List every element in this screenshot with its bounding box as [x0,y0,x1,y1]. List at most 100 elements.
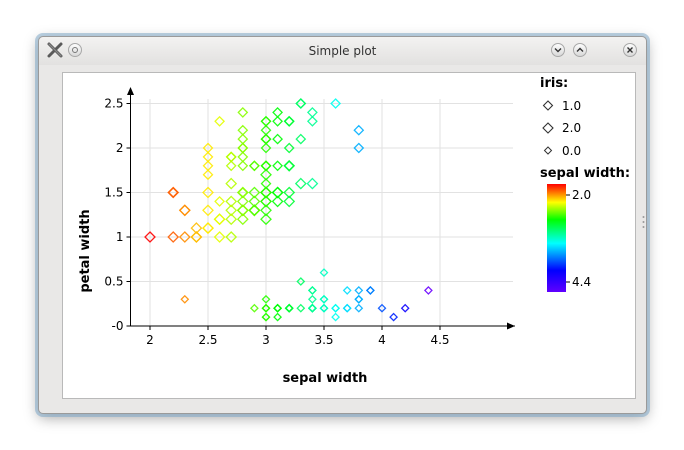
circle-menu-icon [72,47,78,53]
data-point [306,106,318,118]
data-point [353,124,365,136]
data-point [261,312,271,322]
data-point [260,186,272,199]
data-point [307,303,317,313]
data-point [202,169,214,181]
x-app-icon[interactable] [46,41,64,59]
data-point [294,177,307,190]
data-point [236,195,249,208]
plot-canvas[interactable]: 2 2.5 3 3.5 4 4.5 -0 0.5 1 1.5 2 2.5 sepal width pe… [62,72,636,399]
data-point [284,303,294,313]
data-point [260,213,272,226]
data-point [272,115,284,127]
data-point [307,303,317,313]
maximize-button[interactable] [573,43,587,57]
data-point [260,195,272,208]
data-point [261,303,271,313]
data-point [284,303,294,313]
data-point [167,231,180,243]
data-point [225,195,238,208]
data-point [260,115,272,127]
data-point [167,187,179,198]
data-point [330,98,342,109]
data-point [248,204,261,217]
data-point [180,294,190,304]
data-point [237,106,249,118]
y-tick-label: 2.5 [104,97,123,111]
y-axis-label: petal width [78,209,93,292]
data-point [260,160,272,172]
data-point [214,195,226,207]
legend-diamond-3 [543,146,553,155]
data-point [283,115,295,127]
data-point [331,312,341,322]
legend-diamond-2 [542,122,554,134]
window-title: Simple plot [308,44,377,58]
data-point [342,285,352,295]
data-point [319,268,329,278]
resize-grip[interactable] [642,215,645,229]
color-bar-max-label: 4.4 [572,275,591,289]
data-point [237,151,249,163]
data-point [296,277,306,286]
data-point [400,303,410,313]
data-point [353,142,365,154]
x-axis-label: sepal width [283,371,368,386]
data-point [271,195,284,208]
data-point [342,303,352,313]
data-point [248,160,260,172]
data-point [260,204,272,217]
data-point [307,303,317,313]
data-point [272,106,284,118]
y-tick-label: 0.5 [104,275,123,289]
y-tick-label: 2 [116,141,124,155]
data-point [423,285,433,295]
data-point [248,195,261,208]
title-bar[interactable]: Simple plot [39,37,646,65]
data-point [225,177,238,190]
data-point [389,312,399,322]
data-point [283,160,295,172]
y-tick-label: 1 [116,230,124,244]
data-point [202,151,214,163]
x-tick-label: 3.5 [314,333,333,347]
data-point [354,285,364,295]
scatter-plot[interactable]: 2 2.5 3 3.5 4 4.5 -0 0.5 1 1.5 2 2.5 sepal width pe… [63,73,635,398]
close-button[interactable] [623,43,637,57]
data-point [225,213,238,226]
data-point [273,303,283,313]
data-point [354,303,364,313]
data-point [271,186,284,199]
minimize-button[interactable] [551,43,565,57]
data-point [225,151,237,163]
data-point [261,294,271,304]
data-point [144,231,156,243]
color-bar-min-label: 2.0 [572,188,591,202]
data-point [237,160,249,172]
data-point [236,213,249,226]
data-point [284,303,294,313]
x-tick-label: 4.5 [430,333,449,347]
window-menu-button[interactable] [68,43,82,57]
data-point [284,303,294,313]
data-point [306,115,318,127]
data-point [319,294,329,304]
data-point [307,294,317,304]
data-point [213,213,226,226]
data-point [213,231,226,243]
data-point [190,222,203,235]
data-point [249,303,259,313]
data-point [283,115,295,127]
data-point [283,115,295,127]
data-point [295,133,307,145]
data-point [331,303,341,313]
data-point [178,231,191,243]
data-point [283,159,296,172]
legend-diamond-1 [542,100,554,111]
data-point [260,178,272,190]
close-icon [627,47,633,53]
data-point [236,204,249,217]
data-point [272,160,284,172]
data-point [307,303,317,313]
data-point [354,294,364,304]
